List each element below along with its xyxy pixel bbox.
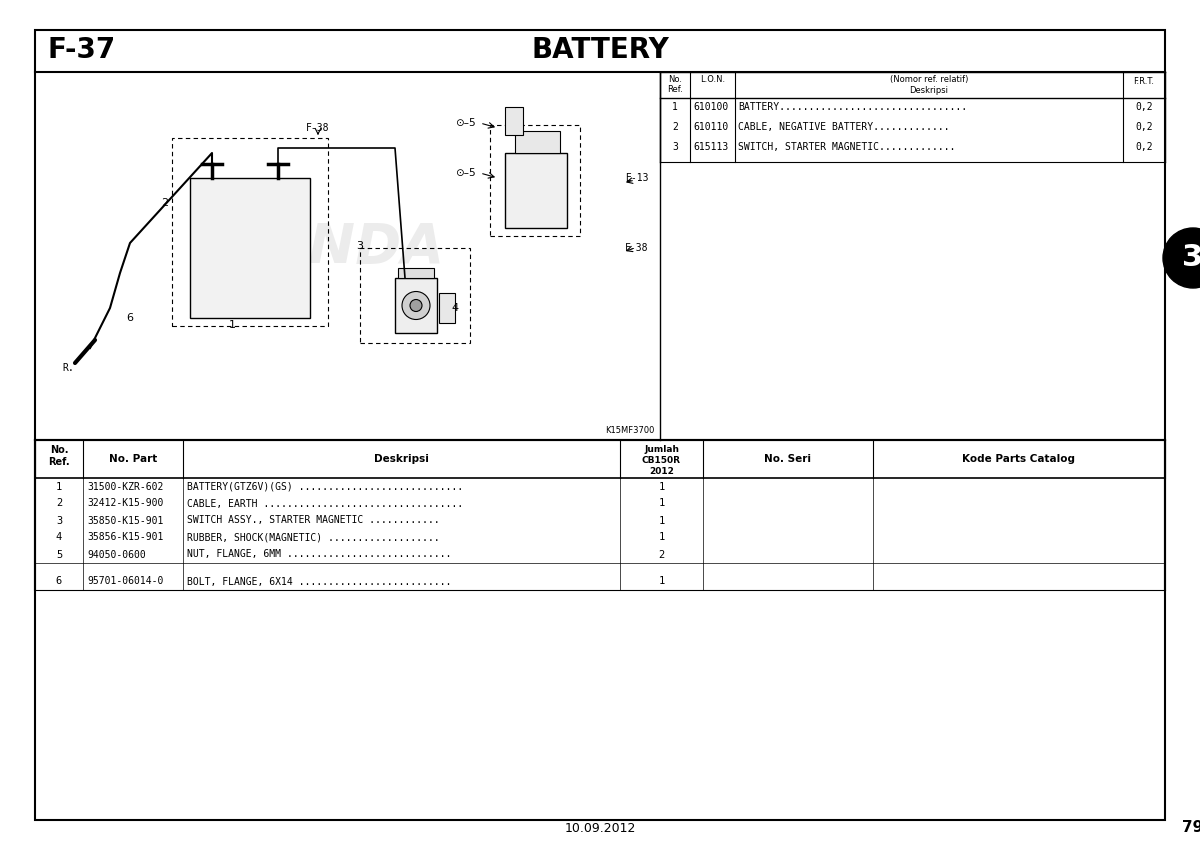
Text: 1: 1	[659, 533, 665, 543]
Text: 32412-K15-900: 32412-K15-900	[88, 499, 163, 509]
Text: 1: 1	[659, 482, 665, 492]
Bar	[172, 138, 328, 326]
Bar	[515, 131, 560, 153]
Text: No. Part: No. Part	[109, 454, 157, 464]
Text: 2: 2	[672, 122, 678, 132]
Text: SWITCH ASSY., STARTER MAGNETIC ............: SWITCH ASSY., STARTER MAGNETIC .........…	[187, 516, 439, 526]
Bar	[360, 248, 470, 343]
Bar	[190, 178, 310, 318]
Text: F-38: F-38	[625, 243, 648, 253]
Text: L.O.N.: L.O.N.	[700, 75, 725, 84]
Text: 35850-K15-901: 35850-K15-901	[88, 516, 163, 526]
Text: 1: 1	[56, 482, 62, 492]
Text: 94050-0600: 94050-0600	[88, 550, 145, 560]
Text: HONDA: HONDA	[215, 221, 445, 275]
Text: BOLT, FLANGE, 6X14 ..........................: BOLT, FLANGE, 6X14 .....................…	[187, 577, 451, 587]
Text: 2: 2	[659, 550, 665, 560]
Text: 4: 4	[451, 303, 458, 313]
Text: CB150R: CB150R	[642, 456, 682, 465]
Text: 0,2: 0,2	[1135, 122, 1153, 132]
Text: 610100: 610100	[694, 102, 728, 112]
Bar	[490, 125, 580, 236]
Text: F-37: F-37	[47, 36, 115, 64]
Text: 610110: 610110	[694, 122, 728, 132]
Text: No. Seri: No. Seri	[764, 454, 811, 464]
Bar	[398, 268, 434, 278]
Text: F.R.T.: F.R.T.	[1134, 77, 1154, 86]
Text: RUBBER, SHOCK(MAGNETIC) ...................: RUBBER, SHOCK(MAGNETIC) ................…	[187, 533, 439, 543]
Text: ⊙–5: ⊙–5	[455, 118, 475, 128]
Text: Kode Parts Catalog: Kode Parts Catalog	[962, 454, 1075, 464]
Text: 6: 6	[56, 577, 62, 587]
Text: 35856-K15-901: 35856-K15-901	[88, 533, 163, 543]
Circle shape	[402, 292, 430, 320]
Text: F-38: F-38	[306, 123, 330, 133]
Text: E-13: E-13	[625, 173, 648, 183]
Text: CABLE, EARTH ..................................: CABLE, EARTH ...........................…	[187, 499, 463, 509]
Text: SWITCH, STARTER MAGNETIC.............: SWITCH, STARTER MAGNETIC.............	[738, 142, 955, 152]
Text: 1: 1	[659, 516, 665, 526]
Text: BATTERY(GTZ6V)(GS) ............................: BATTERY(GTZ6V)(GS) .....................…	[187, 482, 463, 492]
Text: Deskripsi: Deskripsi	[374, 454, 428, 464]
Text: 79: 79	[1182, 821, 1200, 835]
Text: R.: R.	[62, 363, 74, 373]
Text: 2012: 2012	[649, 467, 674, 476]
Text: 615113: 615113	[694, 142, 728, 152]
Text: 1: 1	[672, 102, 678, 112]
Bar	[395, 278, 437, 333]
Bar	[439, 293, 455, 323]
Text: Jumlah: Jumlah	[644, 445, 679, 454]
Text: Deskripsi: Deskripsi	[910, 86, 948, 95]
Text: (Nomor ref. relatif): (Nomor ref. relatif)	[890, 75, 968, 84]
Text: 3: 3	[356, 241, 364, 251]
Text: 6: 6	[126, 313, 133, 323]
Circle shape	[410, 299, 422, 311]
Text: 1: 1	[659, 499, 665, 509]
Text: No.
Ref.: No. Ref.	[48, 445, 70, 466]
Text: K15MF3700: K15MF3700	[606, 426, 655, 435]
Text: 10.09.2012: 10.09.2012	[564, 822, 636, 834]
Bar	[505, 107, 523, 135]
Text: BATTERY: BATTERY	[532, 36, 668, 64]
Text: ⊙–5: ⊙–5	[455, 168, 475, 178]
Bar	[505, 153, 568, 228]
Text: 0,2: 0,2	[1135, 102, 1153, 112]
Text: 3: 3	[1182, 243, 1200, 272]
Text: NUT, FLANGE, 6MM ............................: NUT, FLANGE, 6MM .......................…	[187, 550, 451, 560]
Text: CABLE, NEGATIVE BATTERY.............: CABLE, NEGATIVE BATTERY.............	[738, 122, 949, 132]
Text: 3: 3	[56, 516, 62, 526]
Text: 4: 4	[56, 533, 62, 543]
Text: 31500-KZR-602: 31500-KZR-602	[88, 482, 163, 492]
Text: 95701-06014-0: 95701-06014-0	[88, 577, 163, 587]
Text: 5: 5	[56, 550, 62, 560]
Text: BATTERY................................: BATTERY................................	[738, 102, 967, 112]
Circle shape	[1163, 228, 1200, 288]
Text: 1: 1	[228, 320, 235, 330]
Text: 1: 1	[659, 577, 665, 587]
Text: 0,2: 0,2	[1135, 142, 1153, 152]
Text: 3: 3	[672, 142, 678, 152]
Text: No.
Ref.: No. Ref.	[667, 75, 683, 94]
Text: 2: 2	[56, 499, 62, 509]
Text: 2: 2	[162, 198, 168, 208]
